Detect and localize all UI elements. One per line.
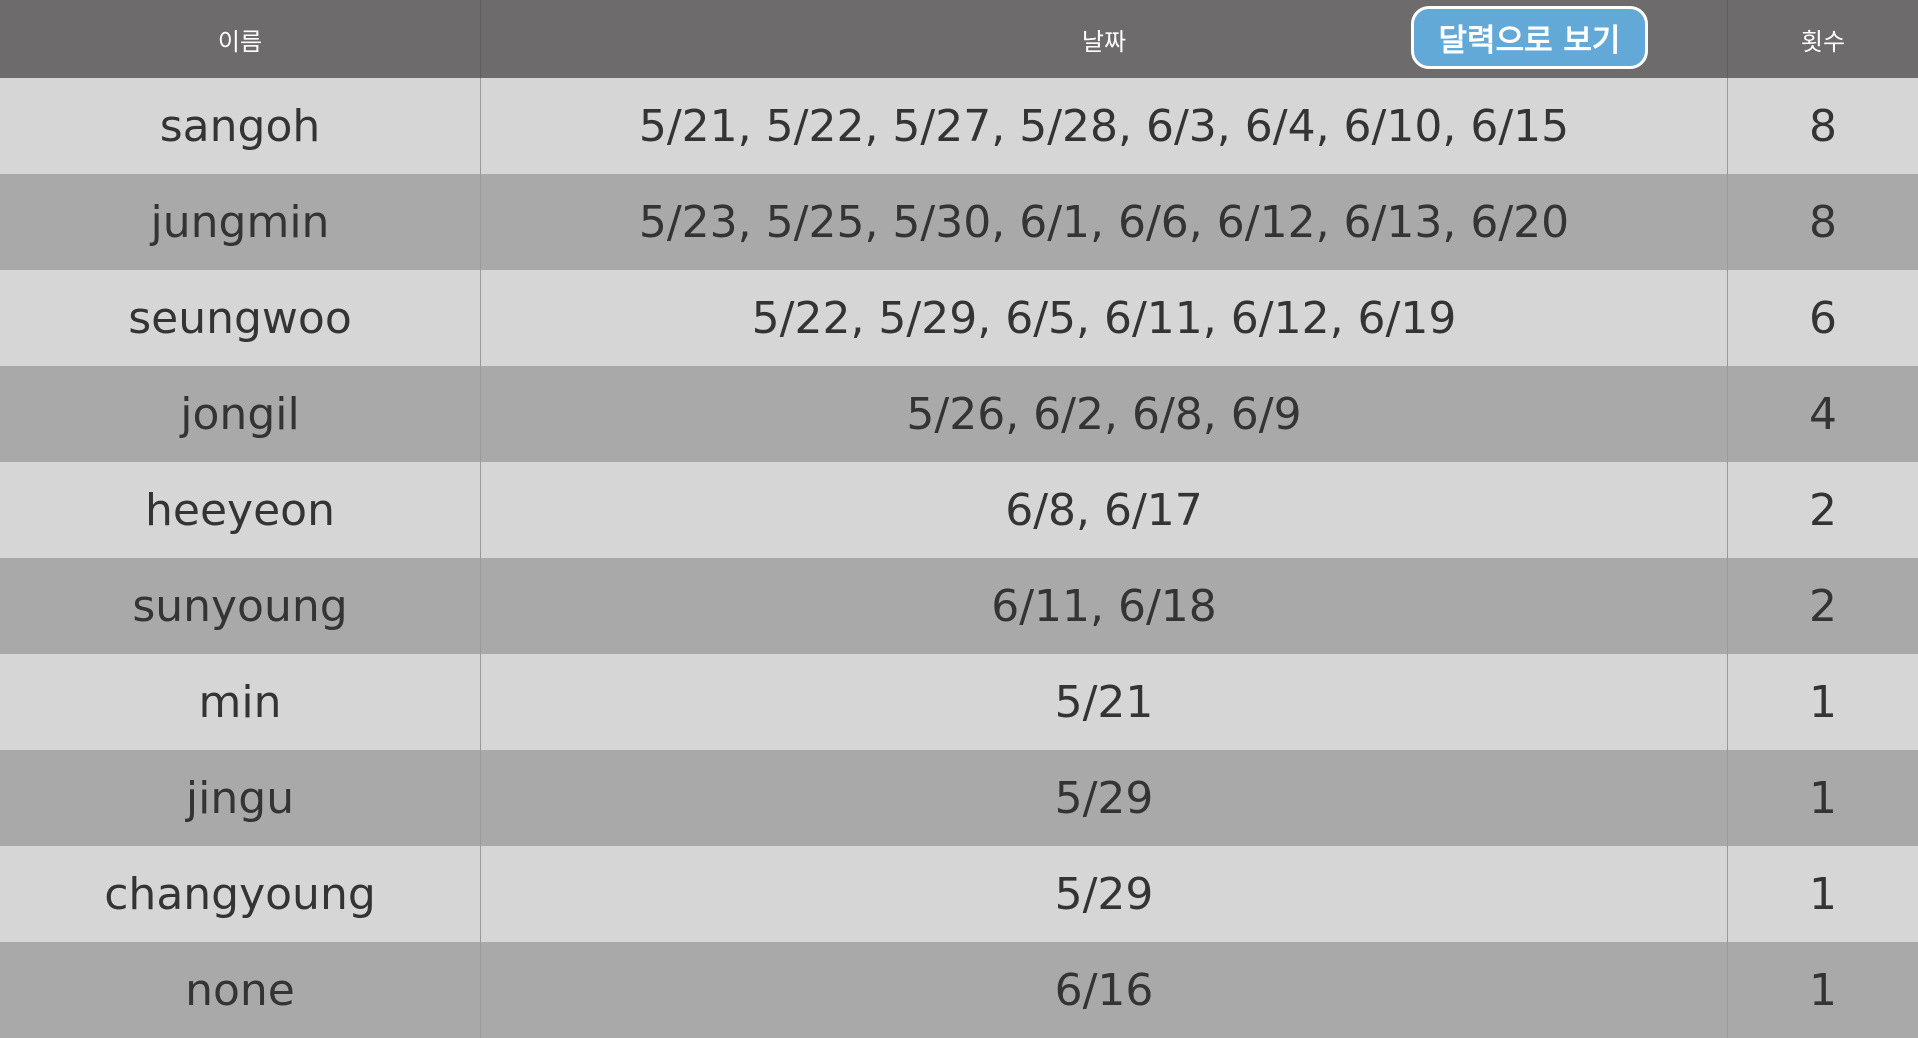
row-dates: 6/16 — [481, 942, 1728, 1038]
row-dates: 5/21 — [481, 654, 1728, 750]
header-dates-label: 날짜 — [1081, 27, 1127, 56]
row-name: changyoung — [0, 846, 481, 942]
table-row: jongil 5/26, 6/2, 6/8, 6/9 4 — [0, 366, 1918, 462]
row-name: sangoh — [0, 78, 481, 174]
row-count: 8 — [1809, 100, 1837, 152]
header-dates: 날짜 달력으로 보기 — [481, 0, 1728, 78]
row-dates: 5/29 — [481, 750, 1728, 846]
row-dates: 5/23, 5/25, 5/30, 6/1, 6/6, 6/12, 6/13, … — [481, 174, 1728, 270]
table-row: seungwoo 5/22, 5/29, 6/5, 6/11, 6/12, 6/… — [0, 270, 1918, 366]
row-count: 4 — [1809, 388, 1837, 440]
table-row: jingu 5/29 1 — [0, 750, 1918, 846]
table-row: min 5/21 1 — [0, 654, 1918, 750]
row-count: 1 — [1809, 772, 1837, 824]
row-dates: 5/22, 5/29, 6/5, 6/11, 6/12, 6/19 — [481, 270, 1728, 366]
header-count: 횟수 — [1800, 27, 1846, 56]
table-row: none 6/16 1 — [0, 942, 1918, 1038]
row-count: 2 — [1809, 580, 1837, 632]
row-count: 1 — [1809, 868, 1837, 920]
row-dates: 6/8, 6/17 — [481, 462, 1728, 558]
row-name: jungmin — [0, 174, 481, 270]
row-name: sunyoung — [0, 558, 481, 654]
row-count: 6 — [1809, 292, 1837, 344]
row-name: none — [0, 942, 481, 1038]
header-name: 이름 — [0, 0, 481, 78]
row-dates: 5/21, 5/22, 5/27, 5/28, 6/3, 6/4, 6/10, … — [481, 78, 1728, 174]
row-dates: 5/26, 6/2, 6/8, 6/9 — [481, 366, 1728, 462]
row-name: jongil — [0, 366, 481, 462]
table-header: 이름 날짜 달력으로 보기 횟수 — [0, 0, 1918, 78]
row-name: min — [0, 654, 481, 750]
calendar-view-button[interactable]: 달력으로 보기 — [1411, 6, 1648, 69]
table-row: sangoh 5/21, 5/22, 5/27, 5/28, 6/3, 6/4,… — [0, 78, 1918, 174]
table-row: sunyoung 6/11, 6/18 2 — [0, 558, 1918, 654]
row-count: 2 — [1809, 484, 1837, 536]
row-count: 8 — [1809, 196, 1837, 248]
row-count: 1 — [1809, 676, 1837, 728]
row-dates: 6/11, 6/18 — [481, 558, 1728, 654]
row-dates: 5/29 — [481, 846, 1728, 942]
table-row: heeyeon 6/8, 6/17 2 — [0, 462, 1918, 558]
row-count: 1 — [1809, 964, 1837, 1016]
row-name: heeyeon — [0, 462, 481, 558]
table-row: changyoung 5/29 1 — [0, 846, 1918, 942]
table-row: jungmin 5/23, 5/25, 5/30, 6/1, 6/6, 6/12… — [0, 174, 1918, 270]
row-name: seungwoo — [0, 270, 481, 366]
row-name: jingu — [0, 750, 481, 846]
